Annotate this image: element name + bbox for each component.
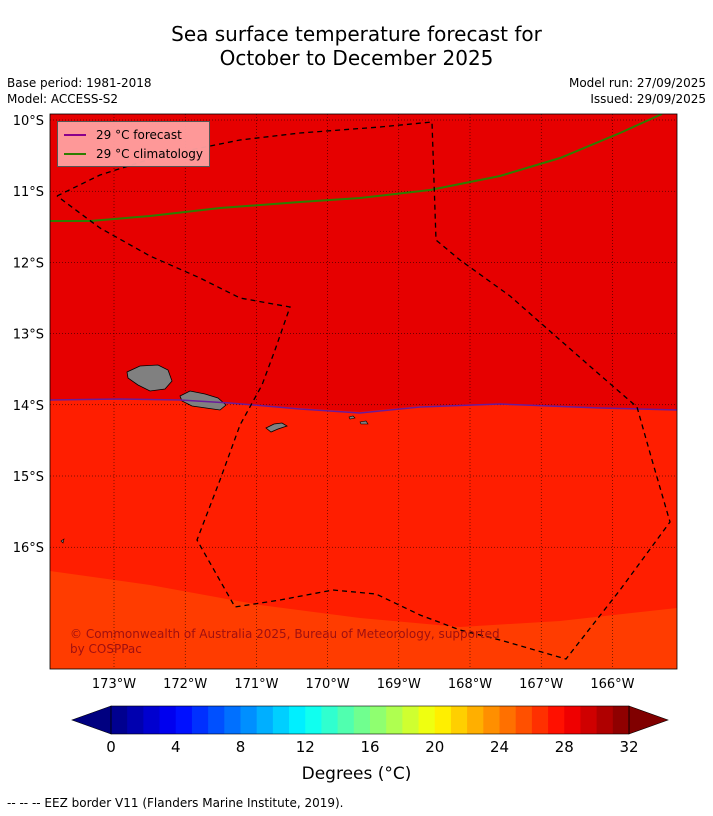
colorbar-segment: [467, 706, 484, 734]
copyright-line-1: © Commonwealth of Australia 2025, Bureau…: [70, 627, 500, 641]
colorbar-segment: [548, 706, 565, 734]
colorbar-segment: [272, 706, 290, 734]
lon-tick-label: 170°W: [306, 677, 350, 692]
colorbar: [71, 705, 669, 735]
colorbar-tick-label: 8: [236, 738, 246, 756]
lon-tick-label: 172°W: [163, 677, 207, 692]
colorbar-segment: [483, 706, 500, 734]
warm-temperature-zone: [50, 114, 677, 412]
colorbar-segment: [159, 706, 177, 734]
model-name: Model: ACCESS-S2: [7, 92, 119, 106]
meta-left: Base period: 1981-2018 Model: ACCESS-S2: [7, 75, 152, 107]
colorbar-segment: [450, 706, 468, 734]
climatology-29c-line: [50, 114, 663, 222]
map-frame: [49, 113, 678, 670]
cool-temperature-zone: [50, 571, 677, 669]
colorbar-segment: [289, 706, 306, 734]
gridlines: [50, 114, 677, 669]
colorbar-segment: [305, 706, 322, 734]
swains-island: [60, 538, 65, 544]
lon-tick-label: 166°W: [590, 677, 634, 692]
lon-tick-label: 168°W: [448, 677, 492, 692]
colorbar-segment: [370, 706, 387, 734]
base-period: Base period: 1981-2018: [7, 76, 152, 90]
upolu-island: [179, 390, 227, 411]
legend: 29 °C forecast 29 °C climatology: [57, 121, 211, 167]
title-line-1: Sea surface temperature forecast for: [171, 22, 542, 46]
colorbar-segment: [208, 706, 225, 734]
colorbar-tick-label: 0: [106, 738, 116, 756]
lat-tick-label: 12°S: [13, 256, 44, 271]
forecast-29c-line: [50, 398, 677, 414]
colorbar-segment: [175, 706, 193, 734]
colorbar-tick-label: 12: [296, 738, 315, 756]
colorbar-tick-label: 20: [425, 738, 444, 756]
lon-tick-label: 167°W: [519, 677, 563, 692]
colorbar-label: Degrees (°C): [301, 764, 412, 784]
colorbar-tick-label: 32: [619, 738, 638, 756]
lat-tick-label: 11°S: [13, 185, 44, 200]
colorbar-tick-label: 24: [490, 738, 509, 756]
colorbar-tick-label: 28: [555, 738, 574, 756]
colorbar-segment: [596, 706, 614, 734]
lon-tick-label: 173°W: [92, 677, 136, 692]
colorbar-segment: [531, 706, 549, 734]
legend-label-climatology: 29 °C climatology: [96, 146, 204, 161]
eez-border: [56, 121, 671, 660]
tutuila-island: [265, 422, 288, 433]
lat-tick-label: 14°S: [13, 399, 44, 414]
colorbar-segment: [224, 706, 241, 734]
colorbar-segment: [256, 706, 274, 734]
colorbar-segment: [321, 706, 339, 734]
colorbar-segment: [353, 706, 371, 734]
legend-item-forecast: 29 °C forecast: [64, 125, 203, 144]
lat-tick-label: 13°S: [13, 328, 44, 343]
meta-right: Model run: 27/09/2025 Issued: 29/09/2025: [569, 75, 706, 107]
chart-title: Sea surface temperature forecast for Oct…: [0, 22, 713, 70]
colorbar-segment: [580, 706, 598, 734]
lat-tick-label: 16°S: [13, 541, 44, 556]
longitude-labels: 173°W 172°W 171°W 170°W 169°W 168°W 167°W 166°W: [92, 677, 635, 692]
colorbar-segment: [111, 706, 128, 734]
lat-tick-label: 10°S: [13, 114, 44, 129]
colorbar-tick-label: 16: [360, 738, 379, 756]
model-run: Model run: 27/09/2025: [568, 76, 706, 90]
issued-date: Issued: 29/09/2025: [590, 92, 706, 106]
latitude-labels: 10°S 11°S 12°S 13°S 14°S 15°S 16°S: [13, 114, 44, 556]
colorbar-segment: [240, 706, 258, 734]
colorbar-tick-label: 4: [171, 738, 181, 756]
forecast-line-swatch: [64, 133, 86, 136]
colorbar-segment: [434, 706, 452, 734]
colorbar-segment: [191, 706, 209, 734]
climatology-line-swatch: [64, 152, 86, 155]
colorbar-max-extend: [628, 705, 669, 735]
legend-label-forecast: 29 °C forecast: [96, 127, 182, 142]
footer-note: -- -- -- EEZ border V11 (Flanders Marine…: [7, 796, 344, 810]
copyright-line-2: by COSPPac: [70, 642, 142, 656]
lon-tick-label: 171°W: [234, 677, 278, 692]
ofu-island: [348, 415, 356, 420]
colorbar-segment: [127, 706, 144, 734]
colorbar-segment: [143, 706, 161, 734]
colorbar-segment: [386, 706, 403, 734]
lon-tick-label: 169°W: [377, 677, 421, 692]
colorbar-segment: [515, 706, 533, 734]
colorbar-segment: [612, 706, 630, 734]
colorbar-min-extend: [71, 705, 112, 735]
colorbar-segment: [564, 706, 581, 734]
title-line-2: October to December 2025: [219, 46, 494, 70]
savaii-island: [126, 364, 173, 392]
colorbar-segment: [337, 706, 355, 734]
colorbar-frame: [110, 705, 630, 735]
legend-item-climatology: 29 °C climatology: [64, 144, 203, 163]
tau-island: [359, 420, 369, 425]
lat-tick-label: 15°S: [13, 470, 44, 485]
colorbar-ticks: 0 4 8 12 16 20 24 28 32: [106, 738, 638, 756]
colorbar-segment: [499, 706, 517, 734]
colorbar-segment: [418, 706, 436, 734]
map-area: [50, 114, 677, 669]
colorbar-segment: [402, 706, 420, 734]
